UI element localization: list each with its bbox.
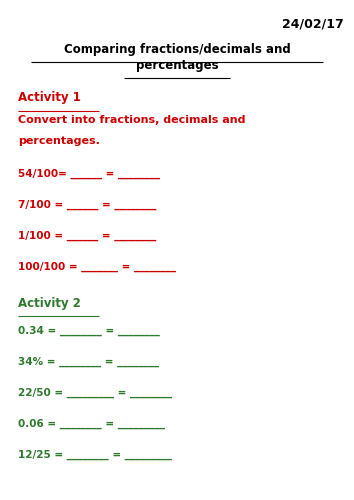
Text: 0.34 = ________ = ________: 0.34 = ________ = ________ (18, 326, 160, 336)
Text: percentages: percentages (136, 58, 218, 71)
Text: 12/25 = ________ = _________: 12/25 = ________ = _________ (18, 450, 172, 460)
Text: 1/100 = ______ = ________: 1/100 = ______ = ________ (18, 230, 156, 241)
Text: 22/50 = _________ = ________: 22/50 = _________ = ________ (18, 388, 172, 398)
Text: 54/100= ______ = ________: 54/100= ______ = ________ (18, 168, 160, 179)
Text: 0.06 = ________ = _________: 0.06 = ________ = _________ (18, 418, 165, 429)
Text: percentages.: percentages. (18, 136, 99, 146)
Text: 24/02/17: 24/02/17 (282, 18, 343, 30)
Text: Activity 1: Activity 1 (18, 91, 81, 104)
Text: 100/100 = _______ = ________: 100/100 = _______ = ________ (18, 262, 176, 272)
Text: Comparing fractions/decimals and: Comparing fractions/decimals and (64, 42, 290, 56)
Text: 7/100 = ______ = ________: 7/100 = ______ = ________ (18, 200, 156, 210)
Text: 34% = ________ = ________: 34% = ________ = ________ (18, 356, 159, 367)
Text: Activity 2: Activity 2 (18, 296, 81, 310)
Text: Convert into fractions, decimals and: Convert into fractions, decimals and (18, 115, 245, 125)
